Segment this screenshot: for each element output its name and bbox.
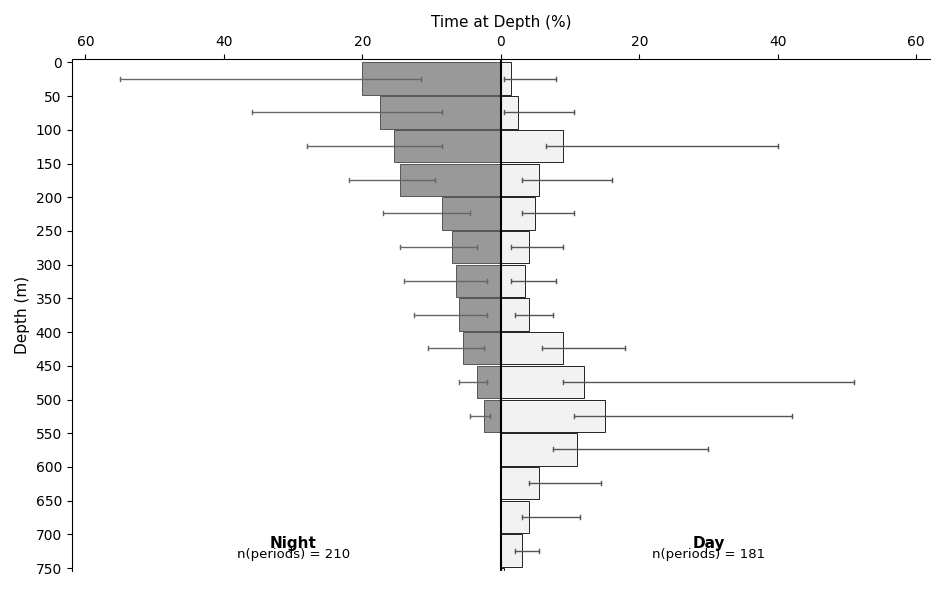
Bar <box>500 130 563 162</box>
Text: n(periods) = 210: n(periods) = 210 <box>236 548 349 561</box>
Bar <box>500 332 563 365</box>
Bar <box>500 197 535 230</box>
Bar <box>500 366 583 398</box>
Text: n(periods) = 181: n(periods) = 181 <box>651 548 765 561</box>
Bar <box>500 467 538 500</box>
Bar <box>500 433 577 466</box>
Bar <box>500 231 528 263</box>
Bar <box>455 265 500 297</box>
X-axis label: Time at Depth (%): Time at Depth (%) <box>430 15 570 30</box>
Bar <box>476 366 500 398</box>
Y-axis label: Depth (m): Depth (m) <box>15 276 30 355</box>
Bar <box>393 130 500 162</box>
Text: Night: Night <box>269 536 316 551</box>
Bar <box>452 231 500 263</box>
Bar <box>362 62 500 95</box>
Bar <box>500 298 528 331</box>
Bar <box>442 197 500 230</box>
Bar <box>459 298 500 331</box>
Bar <box>500 96 517 128</box>
Bar <box>500 163 538 196</box>
Text: Day: Day <box>692 536 724 551</box>
Bar <box>500 400 604 432</box>
Bar <box>500 568 504 592</box>
Bar <box>500 265 525 297</box>
Bar <box>463 332 500 365</box>
Bar <box>500 62 511 95</box>
Bar <box>500 535 521 567</box>
Bar <box>400 163 500 196</box>
Bar <box>500 501 528 533</box>
Bar <box>379 96 500 128</box>
Bar <box>483 400 500 432</box>
